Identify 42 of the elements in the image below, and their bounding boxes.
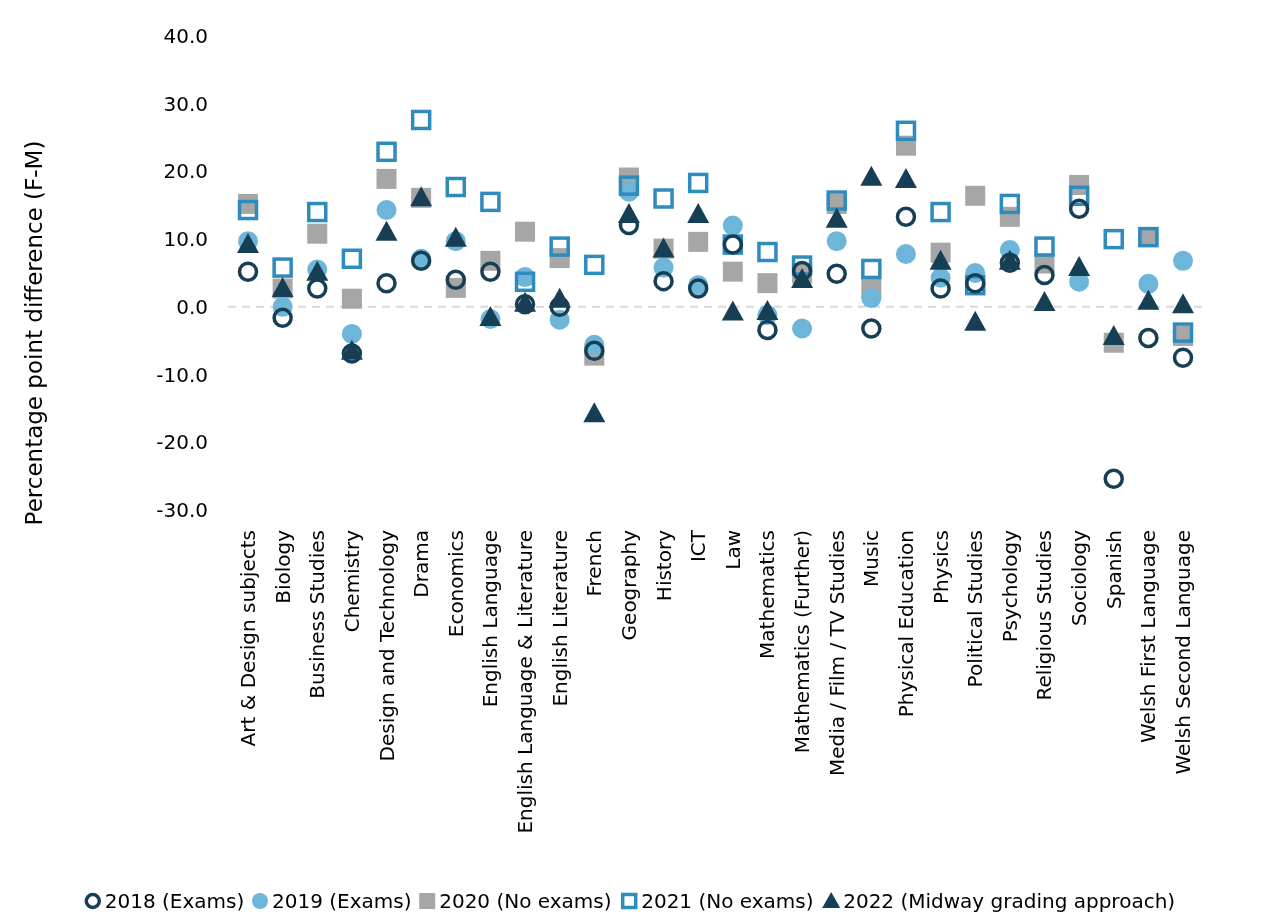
x-tick-label: French <box>582 530 607 597</box>
x-tick-label: Welsh First Language <box>1136 530 1161 744</box>
legend-label: 2019 (Exams) <box>272 889 412 913</box>
x-tick-label: Spanish <box>1101 530 1126 609</box>
y-tick-label: 20.0 <box>163 159 208 184</box>
x-tick-label: Design and Technology <box>374 529 399 762</box>
x-tick-label: Biology <box>270 529 295 604</box>
x-tick-label: Business Studies <box>305 530 330 699</box>
y-tick-label: 10.0 <box>163 227 208 252</box>
x-tick-label: Art & Design subjects <box>236 530 260 747</box>
x-tick-label: Psychology <box>997 529 1022 643</box>
x-tick-label: Political Studies <box>963 530 988 688</box>
x-tick-label: ICT <box>686 529 711 563</box>
legend-label: 2022 (Midway grading approach) <box>843 889 1176 913</box>
x-tick-label: English Language <box>478 530 503 708</box>
legend-label: 2020 (No exams) <box>439 889 612 913</box>
y-axis-title: Percentage point difference (F-M) <box>21 140 47 526</box>
x-tick-label: English Language & Literature <box>513 530 538 834</box>
x-tick-label: Chemistry <box>339 529 364 633</box>
y-tick-label: 30.0 <box>163 91 208 116</box>
x-tick-label: Economics <box>443 530 468 638</box>
legend-label: 2018 (Exams) <box>104 889 245 913</box>
x-tick-label: Mathematics <box>755 530 780 659</box>
x-tick-label: Drama <box>409 530 434 598</box>
x-tick-label: Geography <box>616 529 641 641</box>
x-tick-label: Sociology <box>1067 529 1092 627</box>
x-tick-label: Law <box>720 530 745 570</box>
x-tick-label: English Literature <box>547 530 572 707</box>
x-tick-label: Religious Studies <box>1032 530 1057 701</box>
y-tick-label: 0.0 <box>176 294 208 319</box>
y-tick-label: 40.0 <box>163 24 208 48</box>
legend-label: 2021 (No exams) <box>641 889 814 913</box>
x-tick-label: Physical Education <box>893 530 918 718</box>
x-tick-label: Music <box>859 530 884 587</box>
x-tick-label: History <box>651 529 676 602</box>
x-tick-label: Media / Film / TV Studies <box>824 530 849 777</box>
y-tick-label: -10.0 <box>156 362 208 387</box>
x-tick-label: Welsh Second Language <box>1171 530 1195 775</box>
y-tick-label: -20.0 <box>156 430 208 455</box>
y-tick-label: -30.0 <box>156 498 208 522</box>
x-tick-label: Physics <box>928 530 953 604</box>
x-tick-label: Mathematics (Further) <box>790 530 815 754</box>
